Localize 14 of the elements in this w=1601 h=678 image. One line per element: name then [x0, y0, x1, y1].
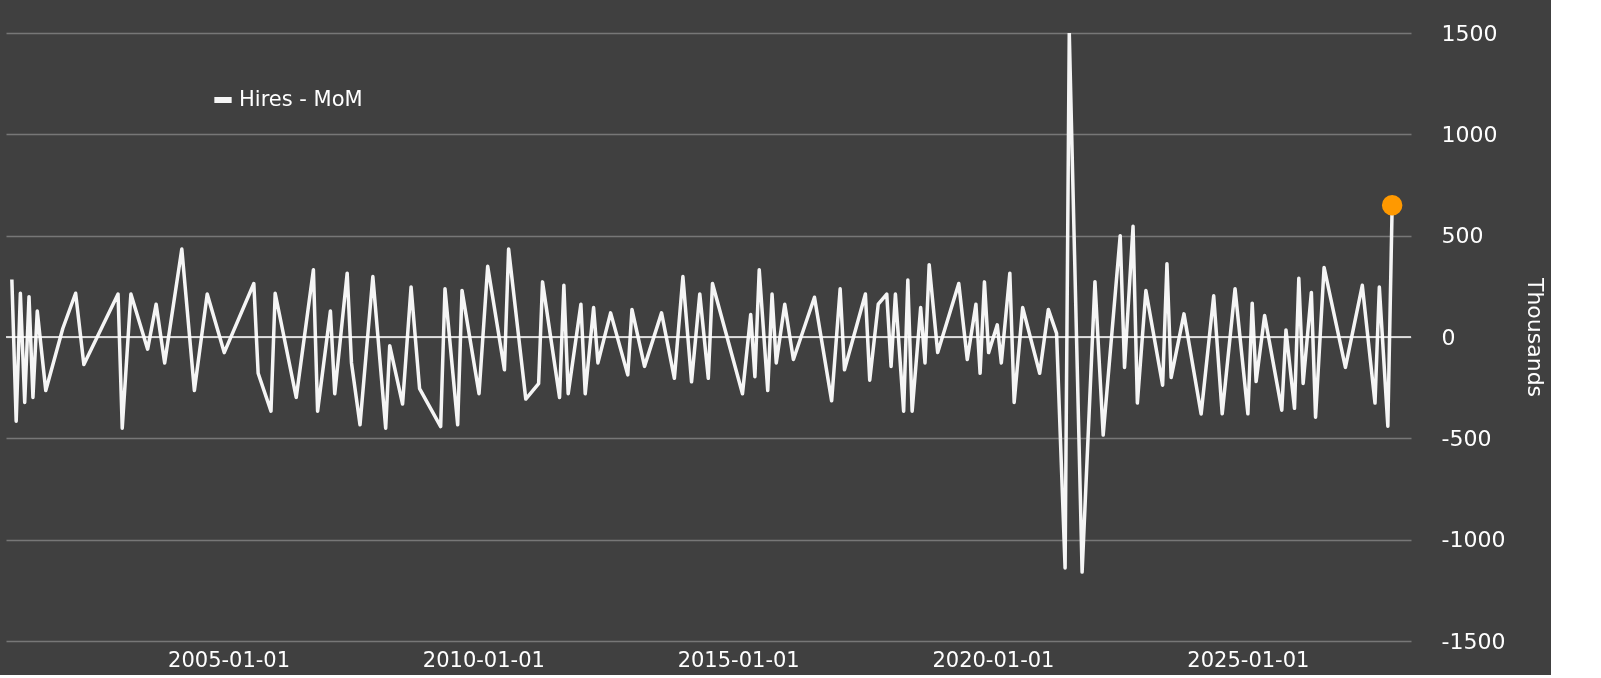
y-tick-label: -1500: [1441, 628, 1506, 654]
x-tick-label: 2005-01-01: [168, 647, 291, 672]
x-tick-label: 2015-01-01: [677, 647, 800, 672]
legend-label: Hires - MoM: [239, 87, 363, 111]
x-tick-label: 2010-01-01: [422, 647, 545, 672]
y-tick-label: 1000: [1441, 121, 1498, 147]
y-tick-label: -1000: [1441, 527, 1506, 553]
y-tick-label: 500: [1441, 223, 1484, 249]
y-axis-title: Thousands: [1523, 276, 1549, 398]
x-tick-label: 2025-01-01: [1187, 647, 1310, 672]
y-tick-label: 0: [1441, 324, 1456, 350]
x-tick-label: 2020-01-01: [932, 647, 1055, 672]
y-tick-label: -500: [1441, 425, 1492, 451]
y-tick-label: 1500: [1441, 20, 1498, 46]
